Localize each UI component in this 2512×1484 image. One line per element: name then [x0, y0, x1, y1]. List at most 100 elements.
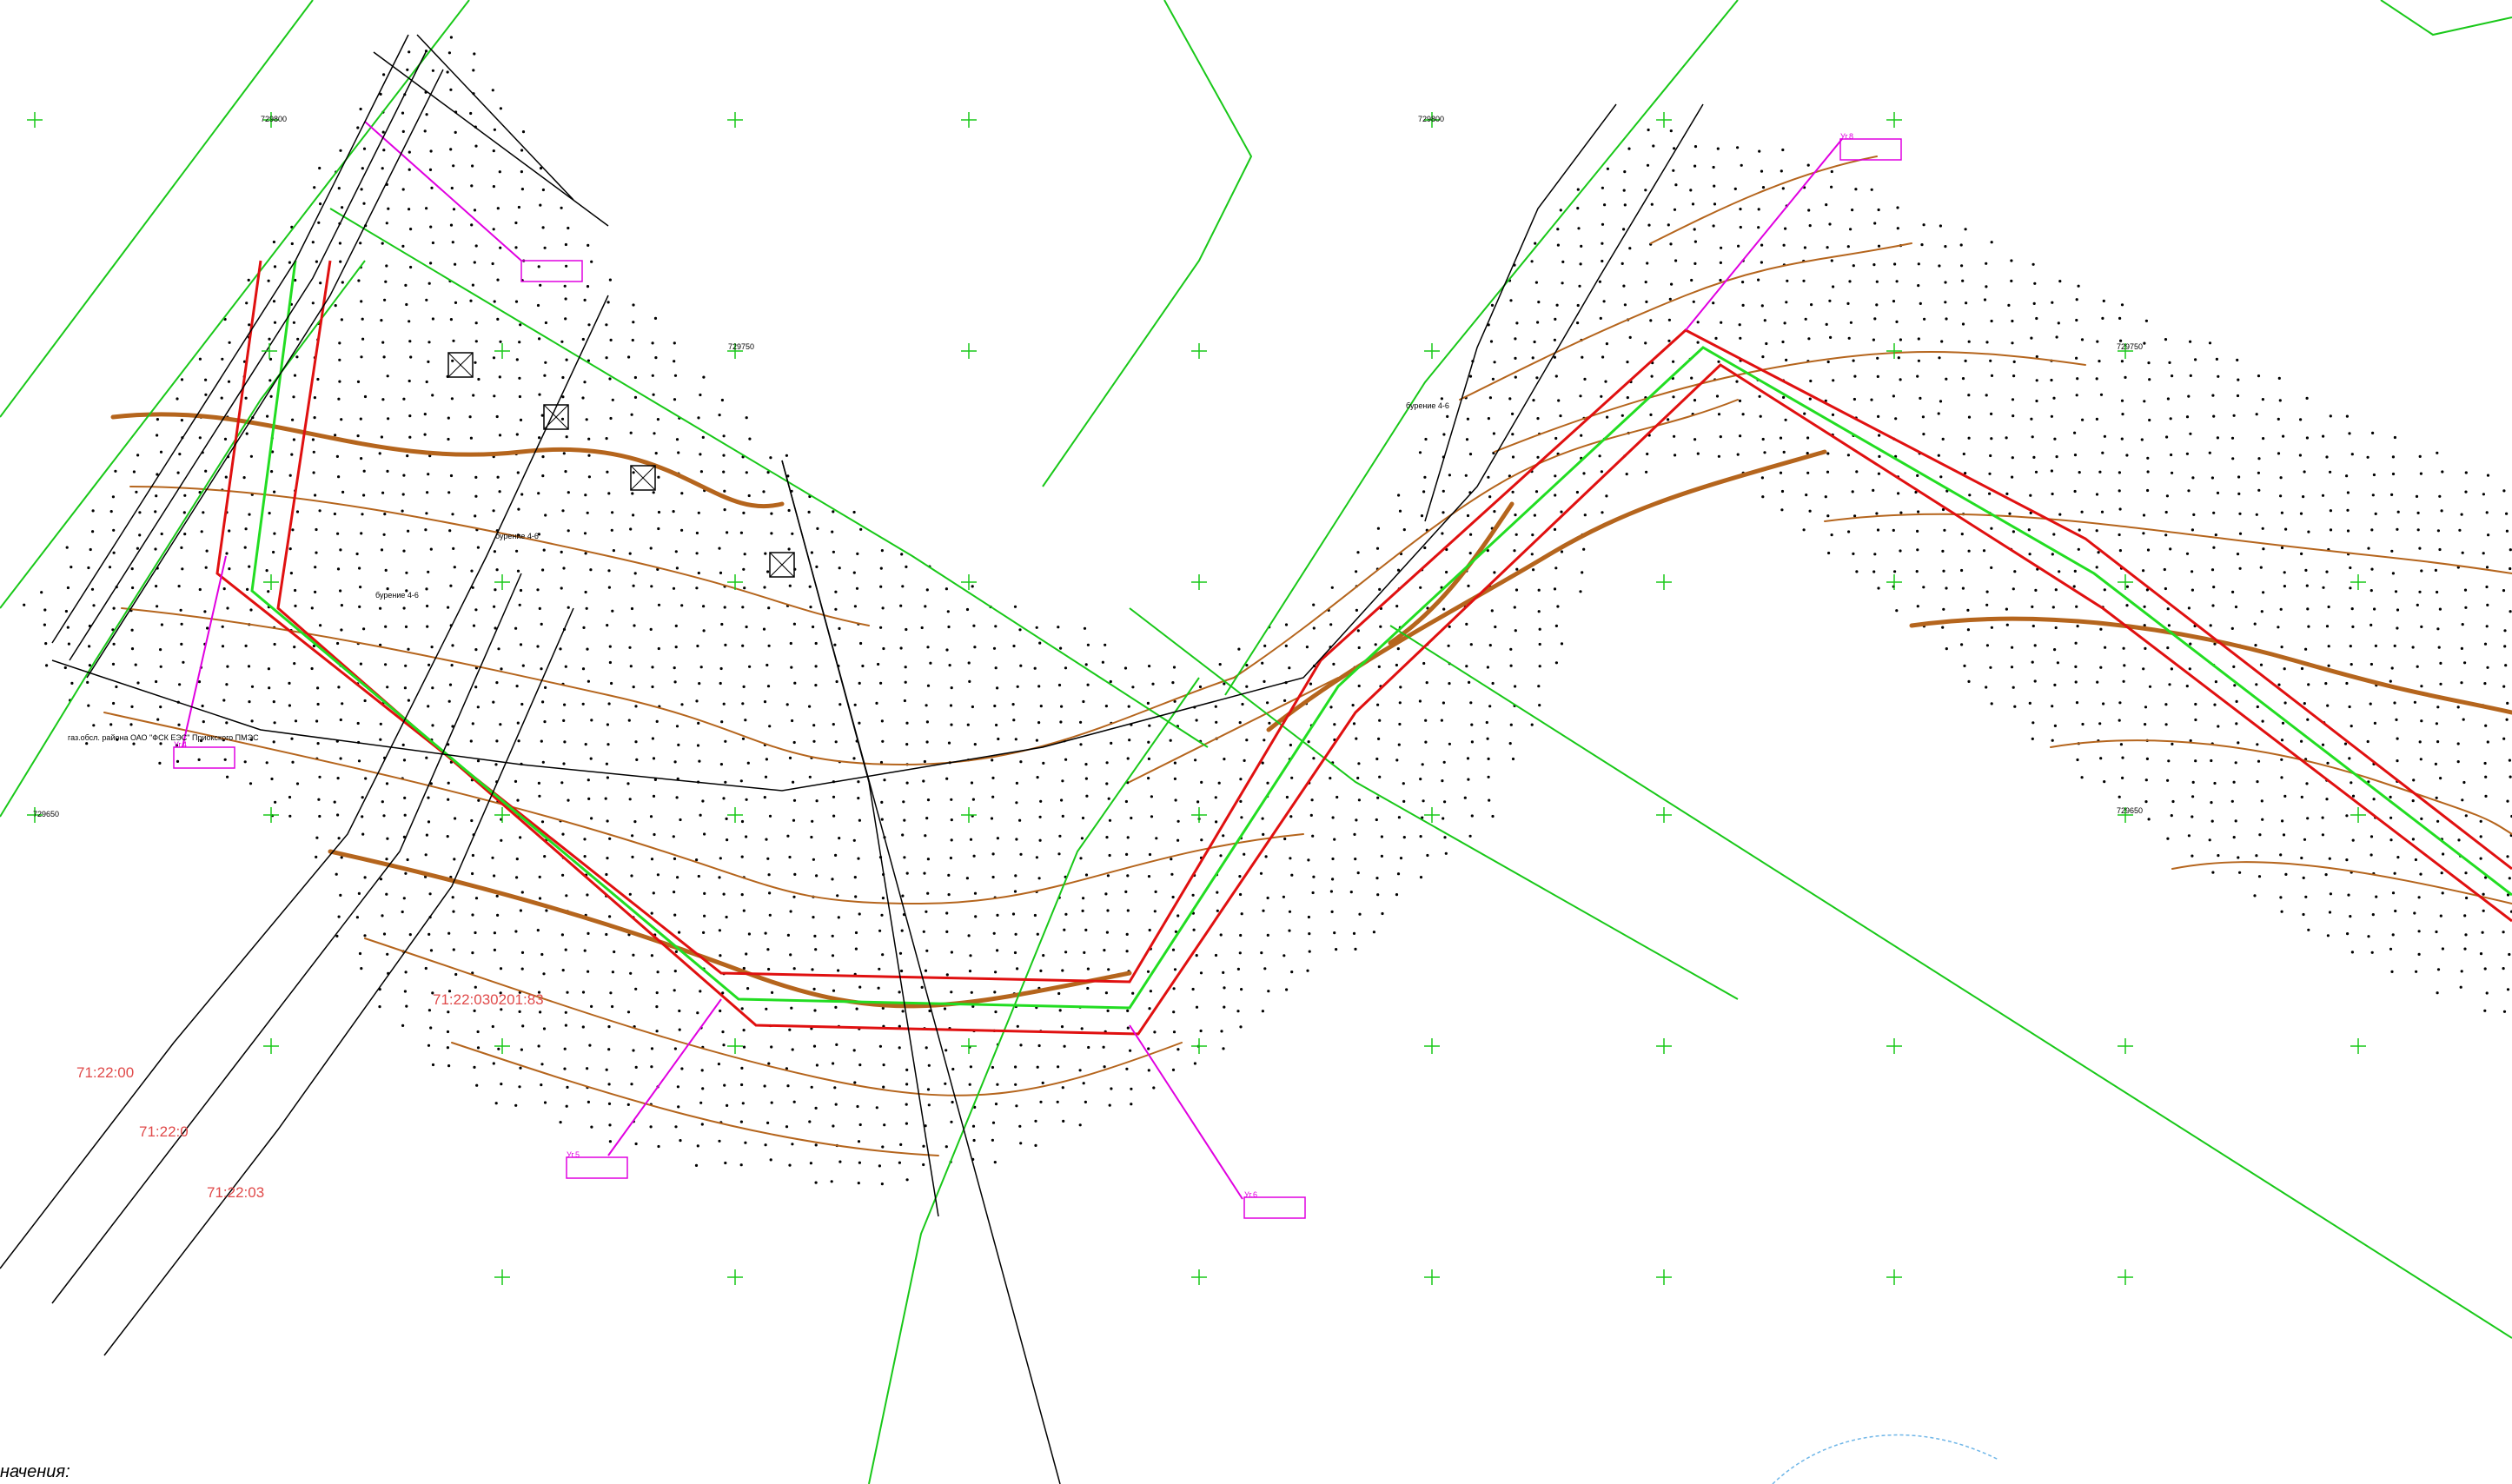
survey-point: [786, 1084, 790, 1088]
survey-point: [475, 1083, 479, 1087]
survey-point: [747, 932, 752, 936]
survey-point: [2120, 437, 2124, 441]
survey-point: [1601, 511, 1604, 514]
survey-point: [1761, 495, 1765, 499]
survey-point: [1965, 301, 1968, 305]
survey-point: [633, 820, 637, 824]
survey-point: [1741, 413, 1745, 416]
survey-point: [318, 814, 321, 818]
survey-point: [611, 511, 614, 514]
survey-point: [993, 704, 997, 708]
survey-point: [875, 1106, 878, 1110]
survey-point: [431, 724, 434, 727]
survey-point: [2502, 589, 2506, 593]
survey-point: [1125, 932, 1129, 936]
survey-point: [923, 759, 926, 764]
survey-point: [2307, 530, 2310, 533]
survey-point: [1945, 377, 1948, 381]
survey-point: [695, 699, 699, 703]
survey-point: [832, 814, 836, 818]
survey-point: [2306, 718, 2310, 721]
survey-point: [2012, 360, 2016, 363]
survey-point: [180, 419, 183, 422]
well-marker-cross: [447, 352, 474, 378]
survey-point: [1376, 893, 1380, 897]
survey-point: [590, 1004, 593, 1008]
survey-point: [1173, 699, 1176, 703]
survey-point: [538, 897, 542, 900]
survey-point: [310, 666, 314, 671]
survey-point: [1239, 933, 1243, 937]
survey-point: [2237, 492, 2241, 496]
survey-point: [678, 1028, 681, 1031]
survey-point: [155, 679, 158, 684]
survey-point: [515, 549, 519, 553]
survey-point: [1236, 1010, 1240, 1013]
survey-point: [2166, 778, 2170, 782]
survey-point: [1174, 930, 1177, 933]
angle-callout-box: [1839, 138, 1902, 161]
survey-point: [1536, 321, 1540, 324]
survey-point: [1779, 436, 1783, 440]
survey-point: [722, 434, 726, 438]
survey-point: [1554, 474, 1557, 478]
survey-point: [313, 186, 316, 189]
survey-point: [1236, 967, 1240, 971]
survey-point: [945, 777, 949, 780]
survey-point: [1486, 549, 1489, 553]
survey-point: [2120, 360, 2124, 363]
survey-point: [1668, 297, 1672, 301]
survey-point: [808, 775, 812, 778]
survey-point: [270, 470, 274, 474]
survey-point: [493, 605, 496, 608]
survey-point: [944, 1082, 947, 1085]
survey-point: [2389, 816, 2393, 819]
survey-point: [587, 778, 590, 782]
survey-point: [2101, 316, 2104, 320]
survey-point: [1311, 834, 1315, 838]
survey-point: [1919, 396, 1922, 400]
survey-point: [1442, 607, 1446, 611]
survey-point: [2103, 588, 2106, 592]
survey-point: [1554, 494, 1557, 497]
survey-point: [402, 397, 406, 401]
survey-point: [1878, 454, 1881, 459]
survey-point: [1101, 660, 1104, 664]
survey-point: [901, 1010, 905, 1013]
survey-point: [454, 817, 457, 820]
survey-point: [927, 1063, 931, 1067]
survey-point: [1650, 202, 1654, 206]
survey-point: [632, 321, 635, 324]
survey-point: [2032, 455, 2036, 460]
survey-point: [136, 454, 140, 457]
survey-point: [470, 223, 474, 227]
survey-point: [248, 513, 251, 516]
survey-point: [273, 321, 277, 324]
survey-point: [2370, 567, 2374, 571]
survey-point: [898, 1046, 901, 1050]
survey-point: [88, 664, 91, 667]
survey-point: [1892, 528, 1895, 533]
survey-point: [859, 527, 863, 531]
survey-point: [449, 88, 453, 91]
survey-point: [2329, 892, 2332, 896]
survey-point: [945, 973, 949, 977]
survey-point: [650, 954, 654, 957]
survey-point: [655, 991, 659, 995]
survey-point: [337, 475, 341, 479]
survey-point: [1490, 303, 1495, 307]
survey-point: [2234, 819, 2237, 823]
survey-point: [540, 414, 544, 417]
survey-point: [2027, 528, 2031, 532]
survey-point: [1012, 644, 1016, 648]
survey-point: [1130, 1103, 1133, 1106]
survey-point: [631, 338, 634, 342]
survey-point: [451, 644, 454, 647]
survey-point: [2436, 991, 2439, 995]
survey-point: [996, 913, 999, 917]
survey-point: [2279, 494, 2283, 498]
road-line: [86, 69, 444, 679]
survey-point: [542, 548, 546, 552]
survey-point: [473, 261, 476, 264]
survey-point: [2502, 931, 2505, 934]
